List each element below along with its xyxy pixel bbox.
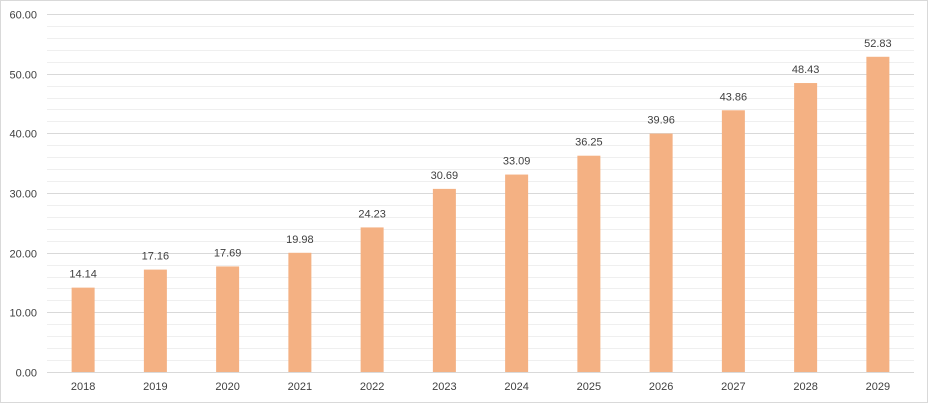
y-tick-label: 10.00 xyxy=(9,308,37,320)
data-label: 36.25 xyxy=(575,137,603,149)
y-tick-label: 40.00 xyxy=(9,129,37,141)
x-tick-label: 2022 xyxy=(360,381,384,393)
bar xyxy=(721,110,745,372)
data-label: 30.69 xyxy=(431,170,459,182)
y-tick-label: 0.00 xyxy=(16,368,37,380)
bars xyxy=(71,56,890,372)
x-axis-tick-labels: 2018 2019 2020 2021 2022 2023 2024 2025 2026 2027… xyxy=(71,381,890,393)
bar xyxy=(71,287,95,372)
gridlines xyxy=(47,14,914,373)
y-tick-label: 60.00 xyxy=(9,10,37,22)
data-labels: 14.14 17.16 17.69 19.98 24.23 30.69 33.09 36.25… xyxy=(69,38,891,281)
x-tick-label: 2028 xyxy=(793,381,817,393)
bar xyxy=(505,174,529,372)
data-label: 17.69 xyxy=(214,247,242,259)
x-tick-label: 2019 xyxy=(143,381,167,393)
bar xyxy=(432,188,456,372)
x-tick-label: 2027 xyxy=(721,381,745,393)
data-label: 39.96 xyxy=(647,115,675,127)
x-tick-label: 2021 xyxy=(288,381,312,393)
bar xyxy=(360,227,384,372)
x-tick-label: 2023 xyxy=(432,381,456,393)
data-label: 24.23 xyxy=(358,208,386,220)
data-label: 33.09 xyxy=(503,156,531,168)
bar xyxy=(143,269,167,372)
x-tick-label: 2026 xyxy=(649,381,673,393)
y-tick-label: 50.00 xyxy=(9,70,37,82)
data-label: 43.86 xyxy=(720,91,748,103)
x-tick-label: 2029 xyxy=(866,381,890,393)
y-axis-tick-labels: 0.00 10.00 20.00 30.00 40.00 50.00 60.00 xyxy=(9,10,37,380)
data-label: 19.98 xyxy=(286,234,314,246)
y-tick-label: 30.00 xyxy=(9,189,37,201)
bar xyxy=(577,155,601,372)
bar xyxy=(288,252,312,372)
bar xyxy=(794,83,818,372)
data-label: 14.14 xyxy=(69,269,97,281)
data-label: 52.83 xyxy=(864,38,892,50)
x-tick-label: 2024 xyxy=(504,381,528,393)
bar xyxy=(216,266,240,372)
data-label: 48.43 xyxy=(792,64,820,76)
bar xyxy=(866,56,890,372)
x-tick-label: 2020 xyxy=(215,381,239,393)
bar xyxy=(649,133,673,372)
data-label: 17.16 xyxy=(142,251,170,263)
y-tick-label: 20.00 xyxy=(9,249,37,261)
x-tick-label: 2018 xyxy=(71,381,95,393)
x-tick-label: 2025 xyxy=(577,381,601,393)
